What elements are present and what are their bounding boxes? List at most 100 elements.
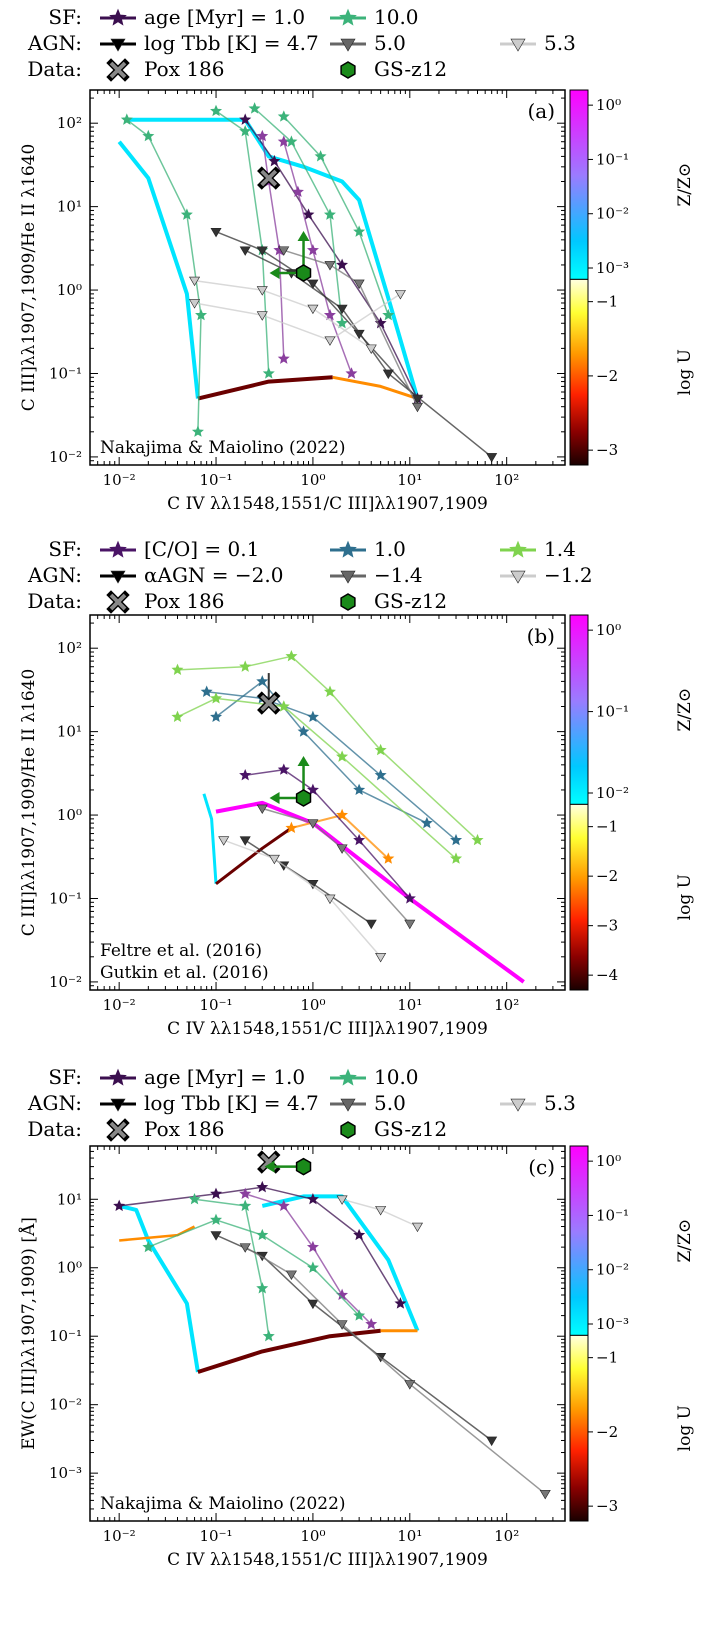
series-marker — [353, 279, 365, 290]
series-marker — [218, 836, 230, 846]
series-marker — [171, 663, 184, 675]
series-marker — [324, 894, 336, 905]
pox-186-marker — [260, 169, 278, 187]
series-marker — [323, 685, 336, 697]
legend-label: 5.3 — [544, 31, 576, 55]
legend-head: SF: — [48, 5, 82, 29]
series-marker — [450, 852, 463, 864]
colorbar-tick-label: −1 — [596, 818, 618, 836]
series-marker — [336, 258, 349, 271]
legend-label: [C/O] = 0.1 — [144, 537, 259, 561]
series-marker — [420, 816, 433, 829]
legend-item-marker — [340, 1121, 356, 1139]
series-group — [113, 1180, 551, 1500]
colorbar-z — [569, 89, 589, 280]
arrow-head — [269, 792, 280, 805]
series-marker — [189, 276, 201, 287]
y-tick-label: 10¹ — [57, 198, 82, 216]
legend-label: age [Myr] = 1.0 — [144, 1065, 305, 1089]
colorbar-tick-label: −3 — [596, 1497, 618, 1515]
x-tick-label: 10⁰ — [300, 996, 325, 1014]
legend-item-marker — [109, 8, 127, 26]
colorbar-u-label: log U — [675, 1405, 695, 1451]
colorbar-tick-label: 10⁻² — [596, 784, 629, 802]
legend-item-marker — [510, 38, 526, 52]
x-axis-label: C IV λλ1548,1551/C III]λλ1907,1909 — [167, 494, 488, 514]
series-line-6 — [283, 141, 353, 374]
legend-label: log Tbb [K] = 4.7 — [144, 1091, 319, 1115]
series-marker — [256, 311, 268, 321]
series-marker — [195, 308, 208, 321]
legend-item-marker — [339, 540, 357, 558]
panel-2: SF: [C/O] = 0.1 1.0 1.4 AGN: αAGN = −2.0 −1.4 −… — [19, 537, 695, 1039]
series-line-8 — [194, 1198, 270, 1337]
legend-label: age [Myr] = 1.0 — [144, 5, 305, 29]
series-marker — [336, 750, 349, 762]
series-marker — [324, 261, 336, 271]
series-marker — [120, 113, 133, 125]
series-line-2 — [197, 375, 333, 401]
legend-item-marker — [339, 8, 357, 26]
series-marker — [394, 290, 406, 300]
colorbar-tick-label: −1 — [596, 293, 618, 311]
colorbar-tick-label: 10⁰ — [596, 1152, 621, 1170]
series-marker — [277, 1199, 290, 1212]
colorbar-z-label: Z/Z⊙ — [675, 1219, 695, 1263]
legend-label: GS-z12 — [374, 589, 447, 613]
legend: SF: [C/O] = 0.1 1.0 1.4 AGN: αAGN = −2.0 −1.4 −… — [27, 537, 593, 614]
series-marker — [306, 244, 319, 256]
colorbar-tick-label: 10⁻² — [596, 205, 629, 223]
series-line-8 — [177, 697, 457, 860]
series-marker — [277, 110, 290, 122]
colorbar-z-label: Z/Z⊙ — [675, 163, 695, 207]
series-marker — [336, 808, 349, 821]
series-line-5 — [261, 135, 285, 359]
x-tick-label: 10² — [494, 996, 519, 1014]
colorbar-tick-label: −3 — [596, 441, 618, 459]
series-marker — [365, 919, 377, 930]
series-line-0 — [118, 1203, 200, 1373]
legend-label: 1.0 — [374, 537, 406, 561]
series-marker — [180, 208, 193, 220]
series-marker — [285, 135, 298, 147]
colorbar-tick-label: 10⁰ — [596, 621, 621, 639]
ticks: 10⁻² 10⁻¹ 10⁰ 10¹ 10² 10⁻³ 10⁻² 10⁻¹ 10⁰ 10¹ — [49, 1145, 566, 1545]
series-marker — [210, 1213, 223, 1225]
series-marker — [382, 852, 395, 864]
legend-item-marker — [109, 540, 127, 558]
series-marker — [277, 352, 290, 364]
x-tick-label: 10⁻¹ — [200, 1527, 233, 1545]
legend-head: AGN: — [27, 1091, 82, 1115]
series-marker — [306, 783, 319, 796]
series-marker — [262, 367, 275, 379]
axes-frame — [89, 1145, 566, 1522]
series-marker — [307, 819, 319, 829]
series-line-10 — [283, 116, 390, 316]
series-marker — [323, 208, 336, 220]
legend-head: Data: — [27, 1117, 82, 1141]
x-tick-label: 10⁻² — [103, 996, 136, 1014]
series-marker — [374, 743, 387, 756]
series-marker — [256, 129, 269, 142]
series-line-10 — [244, 1246, 546, 1495]
colorbar-u — [569, 803, 589, 991]
series-line-3 — [332, 375, 418, 401]
annotation: Gutkin et al. (2016) — [100, 963, 269, 983]
series-marker — [239, 246, 251, 256]
series-marker — [353, 783, 366, 796]
colorbar-tick-label: −2 — [596, 867, 618, 885]
series-marker — [256, 804, 268, 815]
series-marker — [411, 1222, 423, 1233]
gs-z12-marker — [295, 1157, 312, 1176]
series-line-7 — [177, 655, 479, 841]
series-marker — [336, 317, 349, 329]
series-marker — [394, 1297, 407, 1309]
series-marker — [256, 675, 269, 687]
x-tick-label: 10⁻² — [103, 1527, 136, 1545]
legend-label: −1.2 — [544, 563, 593, 587]
series-marker — [306, 1192, 319, 1205]
series-marker — [302, 208, 315, 220]
colorbar-tick-label: 10⁻³ — [596, 1315, 629, 1333]
legend-item-marker — [340, 61, 356, 79]
